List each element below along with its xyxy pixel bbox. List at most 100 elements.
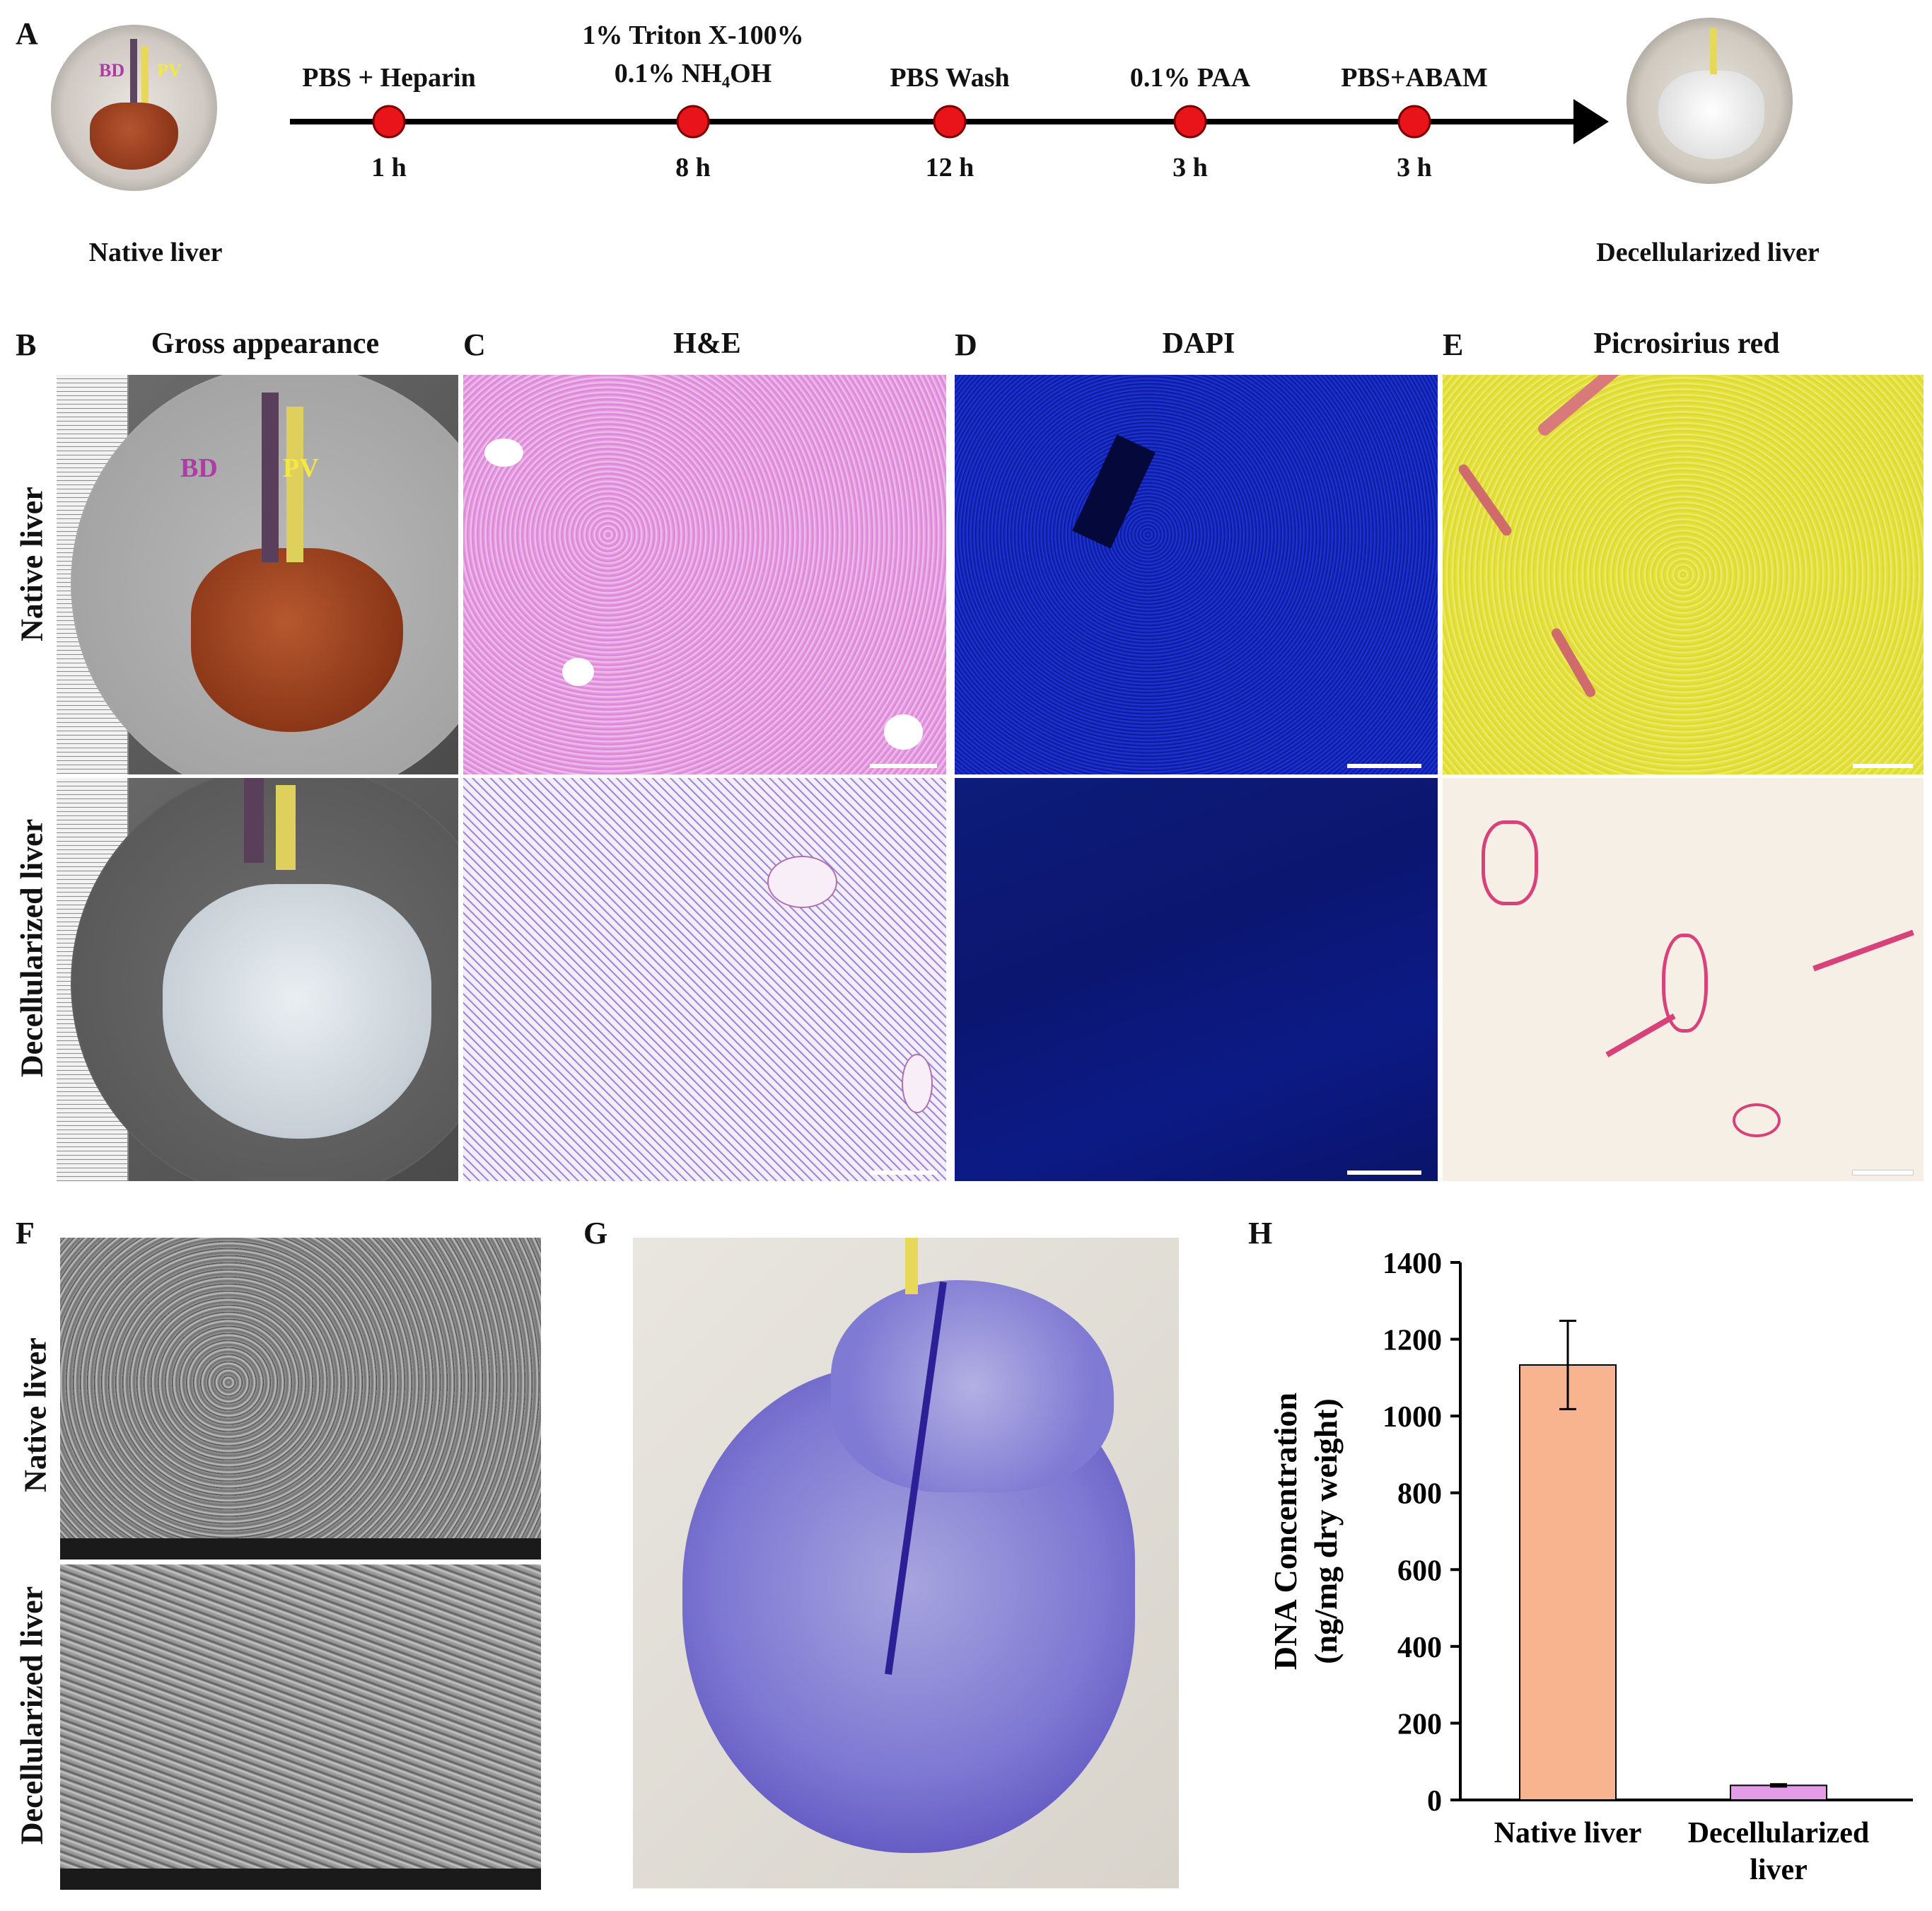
y-tick-label: 800	[1397, 1478, 1442, 1511]
vessel-void	[1072, 434, 1156, 549]
pv-annotation: PV	[283, 453, 319, 483]
he-native-micrograph	[463, 375, 946, 774]
central-vein	[884, 714, 923, 750]
petri-dish	[71, 778, 458, 1181]
panel-label-h: H	[1248, 1216, 1273, 1250]
y-axis-label: DNA Concentration	[1267, 1393, 1303, 1670]
y-axis-label-units: (ng/mg dry weight)	[1308, 1398, 1344, 1664]
x-tick-label: liver	[1750, 1854, 1808, 1886]
x-tick-label: Decellularized	[1688, 1817, 1870, 1849]
panel-label-c: C	[463, 327, 486, 362]
he-decellularized-micrograph	[463, 778, 946, 1181]
scale-bar	[870, 764, 937, 768]
y-tick-label: 0	[1427, 1785, 1442, 1818]
bar-native	[1519, 1364, 1617, 1801]
title-gross-appearance: Gross appearance	[151, 327, 380, 360]
sem-info-bar	[60, 1869, 541, 1890]
central-vein	[484, 438, 523, 467]
y-tick-label: 200	[1397, 1708, 1442, 1741]
vascular-dye-liver-photo	[633, 1238, 1179, 1888]
scale-bar	[1347, 1171, 1421, 1175]
step-5-time: 3 h	[1397, 153, 1432, 182]
y-tick-label: 1200	[1383, 1325, 1442, 1357]
sem-row-label-decellularized: Decellularized liver	[14, 1586, 50, 1845]
cannula-pv	[286, 407, 303, 562]
decellularized-liver-label: Decellularized liver	[1596, 238, 1820, 267]
sem-row-label-native: Native liver	[18, 1337, 53, 1492]
collagen-vessel	[1733, 1103, 1781, 1137]
cannula-pv	[276, 785, 296, 870]
timeline-dot-1	[372, 105, 406, 139]
collagen-vessel	[1456, 462, 1514, 538]
gross-native-photo: BD PV	[57, 375, 458, 774]
scale-bar	[1347, 764, 1421, 768]
decellularized-liver-dish-photo	[1627, 18, 1793, 184]
title-dapi: DAPI	[1162, 327, 1235, 360]
panel-label-a: A	[16, 16, 38, 51]
collagen-vessel	[1535, 375, 1626, 438]
step-2-label-line2: 0.1% NH₄OH	[614, 59, 772, 88]
x-tick-label: Native liver	[1494, 1817, 1642, 1849]
central-vein	[562, 658, 594, 686]
collagen-vessel	[1605, 1013, 1676, 1057]
step-2-label-line1: 1% Triton X-100%	[582, 21, 804, 50]
panel-label-f: F	[16, 1216, 35, 1250]
vessel	[767, 856, 837, 908]
dapi-decellularized-micrograph	[955, 778, 1438, 1181]
y-tick-label: 600	[1397, 1555, 1442, 1587]
step-4-time: 3 h	[1172, 153, 1208, 182]
timeline-dot-2	[676, 105, 710, 139]
row-label-native-liver: Native liver	[14, 487, 50, 641]
step-2-time: 8 h	[675, 153, 711, 182]
dna-concentration-chart: 0 200 400 600 800 1000 1200 1400 DNA Concentrati…	[1267, 1248, 1913, 1886]
gross-decellularized-photo	[57, 778, 458, 1181]
cannula	[1710, 28, 1717, 74]
timeline-dot-4	[1173, 105, 1207, 139]
step-1-time: 1 h	[371, 153, 407, 182]
vessel	[902, 1054, 933, 1113]
sem-native-micrograph	[60, 1238, 541, 1559]
row-label-decellularized-liver: Decellularized liver	[14, 818, 50, 1078]
cannula	[130, 39, 137, 103]
y-tick-label: 1000	[1383, 1401, 1442, 1434]
scale-bar	[1853, 1171, 1913, 1175]
panel-label-d: D	[955, 327, 977, 362]
collagen-vessel	[1482, 820, 1538, 905]
native-liver-shape	[90, 103, 178, 170]
picrosirius-decellularized-micrograph	[1443, 778, 1924, 1181]
panel-label-b: B	[16, 327, 37, 362]
title-he: H&E	[673, 327, 741, 360]
collagen-vessel	[1549, 626, 1598, 699]
timeline-dot-3	[933, 105, 967, 139]
y-tick-label: 1400	[1383, 1248, 1442, 1280]
native-liver-label: Native liver	[88, 238, 223, 267]
step-5-label: PBS+ABAM	[1341, 63, 1488, 93]
cannula-pv	[141, 46, 149, 103]
title-picrosirius-red: Picrosirius red	[1593, 327, 1780, 360]
step-3-label: PBS Wash	[890, 63, 1010, 93]
dapi-native-micrograph	[955, 375, 1438, 774]
decell-liver-shape	[1658, 71, 1764, 159]
panel-label-g: G	[583, 1216, 608, 1250]
cannula-pv	[905, 1238, 918, 1294]
bd-annotation: BD	[180, 453, 218, 483]
timeline-dot-5	[1397, 105, 1431, 139]
timeline-arrowhead	[1573, 99, 1609, 144]
petri-dish	[71, 375, 458, 774]
step-3-time: 12 h	[925, 153, 974, 182]
cannula	[244, 778, 264, 863]
scale-bar	[870, 1171, 937, 1175]
dyed-liver-lobe	[831, 1280, 1114, 1492]
native-liver-shape	[191, 548, 403, 732]
y-tick-label: 400	[1397, 1632, 1442, 1664]
native-liver-dish-photo: BD PV	[51, 25, 217, 191]
picrosirius-native-micrograph	[1443, 375, 1924, 774]
collagen-vessel	[1662, 934, 1708, 1033]
step-4-label: 0.1% PAA	[1129, 63, 1251, 93]
pv-annotation: PV	[157, 60, 182, 81]
cannula	[262, 393, 279, 562]
decell-liver-shape	[163, 884, 431, 1139]
step-1-label: PBS + Heparin	[302, 63, 476, 93]
scale-bar	[1853, 764, 1913, 768]
panel-label-e: E	[1443, 327, 1464, 362]
